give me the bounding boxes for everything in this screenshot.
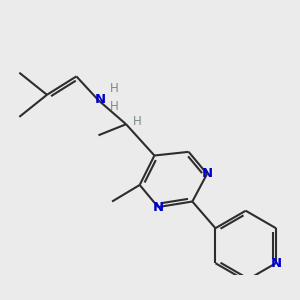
Text: N: N bbox=[152, 200, 164, 214]
Text: H: H bbox=[110, 100, 118, 113]
Text: H: H bbox=[133, 115, 142, 128]
Text: N: N bbox=[202, 167, 213, 180]
Text: N: N bbox=[270, 257, 281, 270]
Text: H: H bbox=[110, 82, 118, 95]
Text: N: N bbox=[95, 93, 106, 106]
